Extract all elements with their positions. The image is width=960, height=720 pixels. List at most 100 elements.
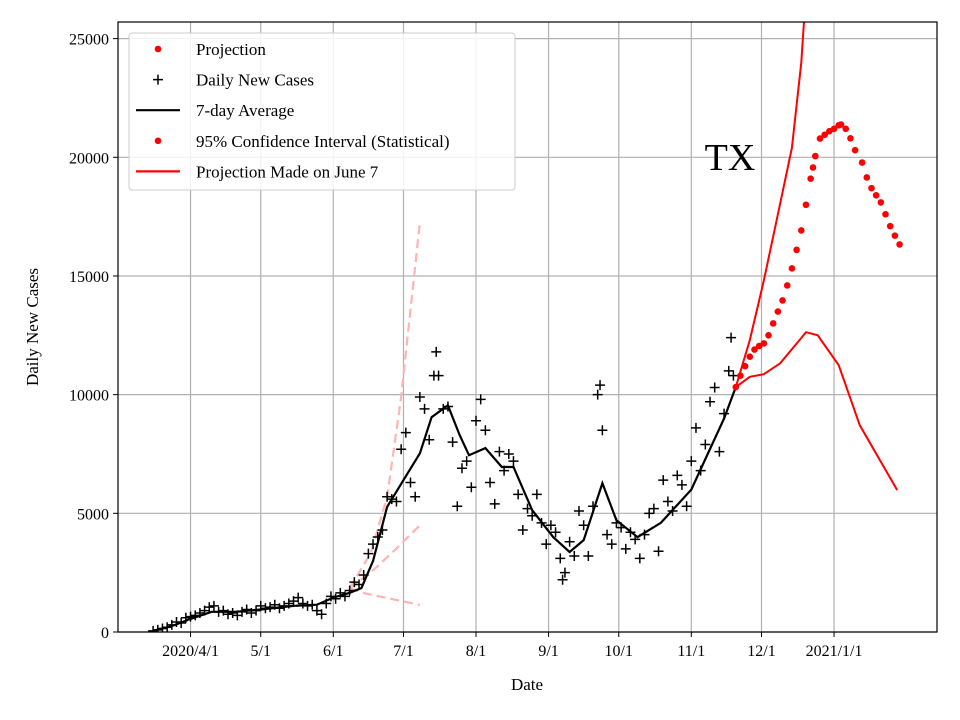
projection-point bbox=[746, 353, 754, 360]
projection-point bbox=[882, 210, 889, 218]
daily-case-point bbox=[583, 551, 594, 562]
daily-case-point bbox=[728, 370, 739, 381]
x-tick-label: 11/1 bbox=[677, 643, 705, 660]
projection-point bbox=[793, 246, 800, 254]
daily-case-point bbox=[382, 491, 393, 502]
projection-point bbox=[737, 372, 744, 379]
daily-case-point bbox=[672, 470, 683, 481]
legend-label: Daily New Cases bbox=[196, 71, 314, 90]
x-axis-ticks: 2020/4/1 5/1 6/1 7/1 8/1 9/1 10/1 11/1 12/1 2021/… bbox=[162, 632, 862, 660]
projection-point bbox=[886, 222, 894, 230]
daily-case-point bbox=[410, 491, 421, 502]
daily-case-point bbox=[447, 437, 458, 448]
daily-case-point bbox=[293, 592, 304, 603]
daily-case-point bbox=[485, 477, 496, 488]
daily-case-point bbox=[686, 456, 697, 467]
daily-case-point bbox=[723, 365, 734, 376]
projection-point bbox=[851, 146, 859, 154]
daily-case-point bbox=[471, 415, 482, 426]
daily-case-point bbox=[634, 553, 645, 564]
daily-case-point bbox=[662, 496, 673, 507]
projection-point bbox=[809, 164, 817, 171]
daily-case-point bbox=[456, 463, 467, 474]
projection-point bbox=[779, 297, 786, 304]
legend-box bbox=[128, 32, 516, 191]
daily-case-point bbox=[475, 394, 486, 405]
daily-case-point bbox=[461, 456, 472, 467]
projection-point bbox=[797, 227, 805, 234]
projection-point bbox=[847, 135, 854, 142]
y-tick-label: 0 bbox=[101, 625, 109, 642]
daily-case-point bbox=[396, 444, 407, 455]
daily-case-point bbox=[653, 546, 664, 557]
projection-point bbox=[774, 308, 782, 315]
y-tick-label: 25000 bbox=[69, 32, 109, 49]
projection-point bbox=[877, 199, 885, 206]
projection-series bbox=[732, 121, 903, 391]
projection-point bbox=[830, 125, 838, 133]
daily-case-point bbox=[555, 553, 566, 564]
daily-case-point bbox=[433, 370, 444, 381]
state-annotation: TX bbox=[705, 137, 756, 179]
ci-upper-line bbox=[734, 22, 805, 388]
daily-case-point bbox=[431, 346, 442, 357]
daily-case-point bbox=[391, 496, 402, 507]
x-tick-label: 5/1 bbox=[251, 643, 271, 660]
daily-case-point bbox=[705, 396, 716, 407]
daily-case-point bbox=[690, 422, 701, 433]
daily-case-point bbox=[597, 425, 608, 436]
june7-projection-upper-line bbox=[348, 222, 421, 589]
legend-label: Projection Made on June 7 bbox=[196, 162, 379, 181]
daily-case-point bbox=[592, 389, 603, 400]
daily-case-point bbox=[564, 536, 575, 547]
daily-case-point bbox=[208, 600, 219, 611]
projection-point bbox=[842, 125, 850, 133]
projection-point bbox=[863, 174, 871, 181]
projection-point bbox=[868, 184, 875, 192]
daily-case-point bbox=[569, 551, 580, 562]
june7-projection-lower-line bbox=[349, 587, 421, 606]
y-axis-ticks: 0 5000 10000 15000 20000 25000 bbox=[69, 32, 118, 642]
x-tick-label: 6/1 bbox=[323, 643, 343, 660]
projection-point bbox=[732, 383, 740, 391]
projection-point bbox=[760, 340, 768, 347]
daily-case-point bbox=[204, 602, 215, 613]
projection-point bbox=[837, 121, 845, 128]
x-tick-label: 12/1 bbox=[747, 643, 775, 660]
daily-case-point bbox=[714, 446, 725, 457]
daily-case-point bbox=[517, 524, 528, 535]
daily-case-point bbox=[489, 498, 500, 509]
confidence-interval-lines bbox=[734, 22, 899, 491]
y-tick-label: 20000 bbox=[69, 150, 109, 167]
y-tick-label: 15000 bbox=[69, 269, 109, 286]
x-tick-label: 8/1 bbox=[466, 643, 486, 660]
x-axis-label: Date bbox=[511, 675, 543, 694]
legend-label: Projection bbox=[196, 40, 266, 59]
daily-case-point bbox=[452, 501, 463, 512]
daily-case-point bbox=[503, 448, 514, 459]
daily-case-point bbox=[414, 392, 425, 403]
daily-case-point bbox=[550, 527, 561, 538]
daily-case-point bbox=[676, 479, 687, 490]
projection-point bbox=[872, 191, 880, 199]
projection-point bbox=[812, 152, 819, 160]
y-axis-label: Daily New Cases bbox=[23, 268, 42, 386]
daily-case-point bbox=[557, 574, 568, 585]
daily-case-point bbox=[620, 543, 631, 554]
projection-point bbox=[741, 362, 749, 370]
daily-case-point bbox=[541, 539, 552, 550]
daily-case-point bbox=[726, 332, 737, 343]
x-tick-label: 10/1 bbox=[605, 643, 633, 660]
june7-projection-middle-line bbox=[349, 524, 421, 589]
daily-case-point bbox=[508, 456, 519, 467]
daily-case-point bbox=[559, 567, 570, 578]
ci-lower-line bbox=[735, 331, 899, 491]
legend: Projection Daily New Cases 7-day Average 95… bbox=[128, 32, 516, 191]
daily-case-point bbox=[531, 489, 542, 500]
daily-case-point bbox=[578, 520, 589, 531]
daily-case-point bbox=[349, 577, 360, 588]
legend-dot-icon bbox=[154, 45, 162, 53]
daily-case-point bbox=[419, 403, 430, 414]
daily-case-point bbox=[494, 446, 505, 457]
daily-case-point bbox=[227, 608, 238, 619]
